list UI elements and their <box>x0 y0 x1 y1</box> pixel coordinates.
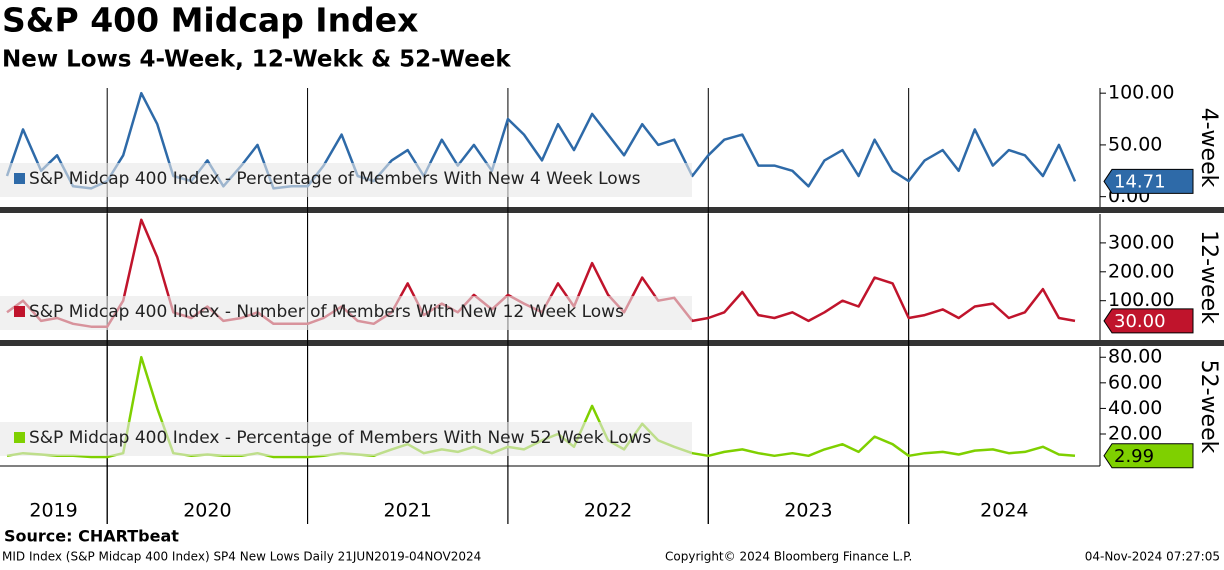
value-badge <box>1103 308 1194 334</box>
y-tick-label: 40.00 <box>1108 397 1162 419</box>
y-tick-label: 100.00 <box>1108 289 1174 311</box>
legend-swatch <box>14 432 25 443</box>
x-tick-label: 2021 <box>384 500 432 522</box>
panel-separator <box>0 207 1224 213</box>
y-tick-label: 200.00 <box>1108 260 1174 282</box>
y-axis-label: 4-week <box>1196 108 1221 188</box>
footer-center: Copyright© 2024 Bloomberg Finance L.P. <box>665 550 912 564</box>
legend-swatch <box>14 173 25 184</box>
source: Source: CHARTbeat <box>4 527 179 546</box>
chart-title: S&P 400 Midcap Index <box>2 1 418 40</box>
x-tick-label: 2022 <box>584 500 632 522</box>
value-badge <box>1103 443 1194 469</box>
y-tick-label: 60.00 <box>1108 371 1162 393</box>
y-tick-label: 20.00 <box>1108 423 1162 445</box>
legend-label: S&P Midcap 400 Index - Number of Members… <box>29 302 624 322</box>
x-tick-label: 2019 <box>29 500 77 522</box>
y-tick-label: 300.00 <box>1108 231 1174 253</box>
footer-left: MID Index (S&P Midcap 400 Index) SP4 New… <box>2 550 481 564</box>
y-tick-label: 50.00 <box>1108 133 1162 155</box>
panel-separator <box>0 340 1224 346</box>
legend-label: S&P Midcap 400 Index - Percentage of Mem… <box>29 169 641 189</box>
legend-label: S&P Midcap 400 Index - Percentage of Mem… <box>29 428 651 448</box>
value-label: 30.00 <box>1114 311 1166 332</box>
y-axis-label: 12-week <box>1196 230 1221 324</box>
y-tick-label: 100.00 <box>1108 82 1174 104</box>
legend-box <box>0 163 692 197</box>
x-tick-label: 2023 <box>784 500 832 522</box>
value-label: 14.71 <box>1114 171 1166 192</box>
footer-right: 04-Nov-2024 07:27:05 <box>1085 550 1220 564</box>
legend-box <box>0 296 692 330</box>
legend-swatch <box>14 306 25 317</box>
x-tick-label: 2020 <box>183 500 231 522</box>
chart-subtitle: New Lows 4-Week, 12-Wekk & 52-Week <box>2 47 511 73</box>
y-tick-label: 80.00 <box>1108 346 1162 368</box>
value-label: 2.99 <box>1114 446 1154 467</box>
y-axis-label: 52-week <box>1196 360 1221 454</box>
legend-box <box>0 422 692 456</box>
value-badge <box>1103 168 1194 194</box>
x-tick-label: 2024 <box>980 500 1028 522</box>
